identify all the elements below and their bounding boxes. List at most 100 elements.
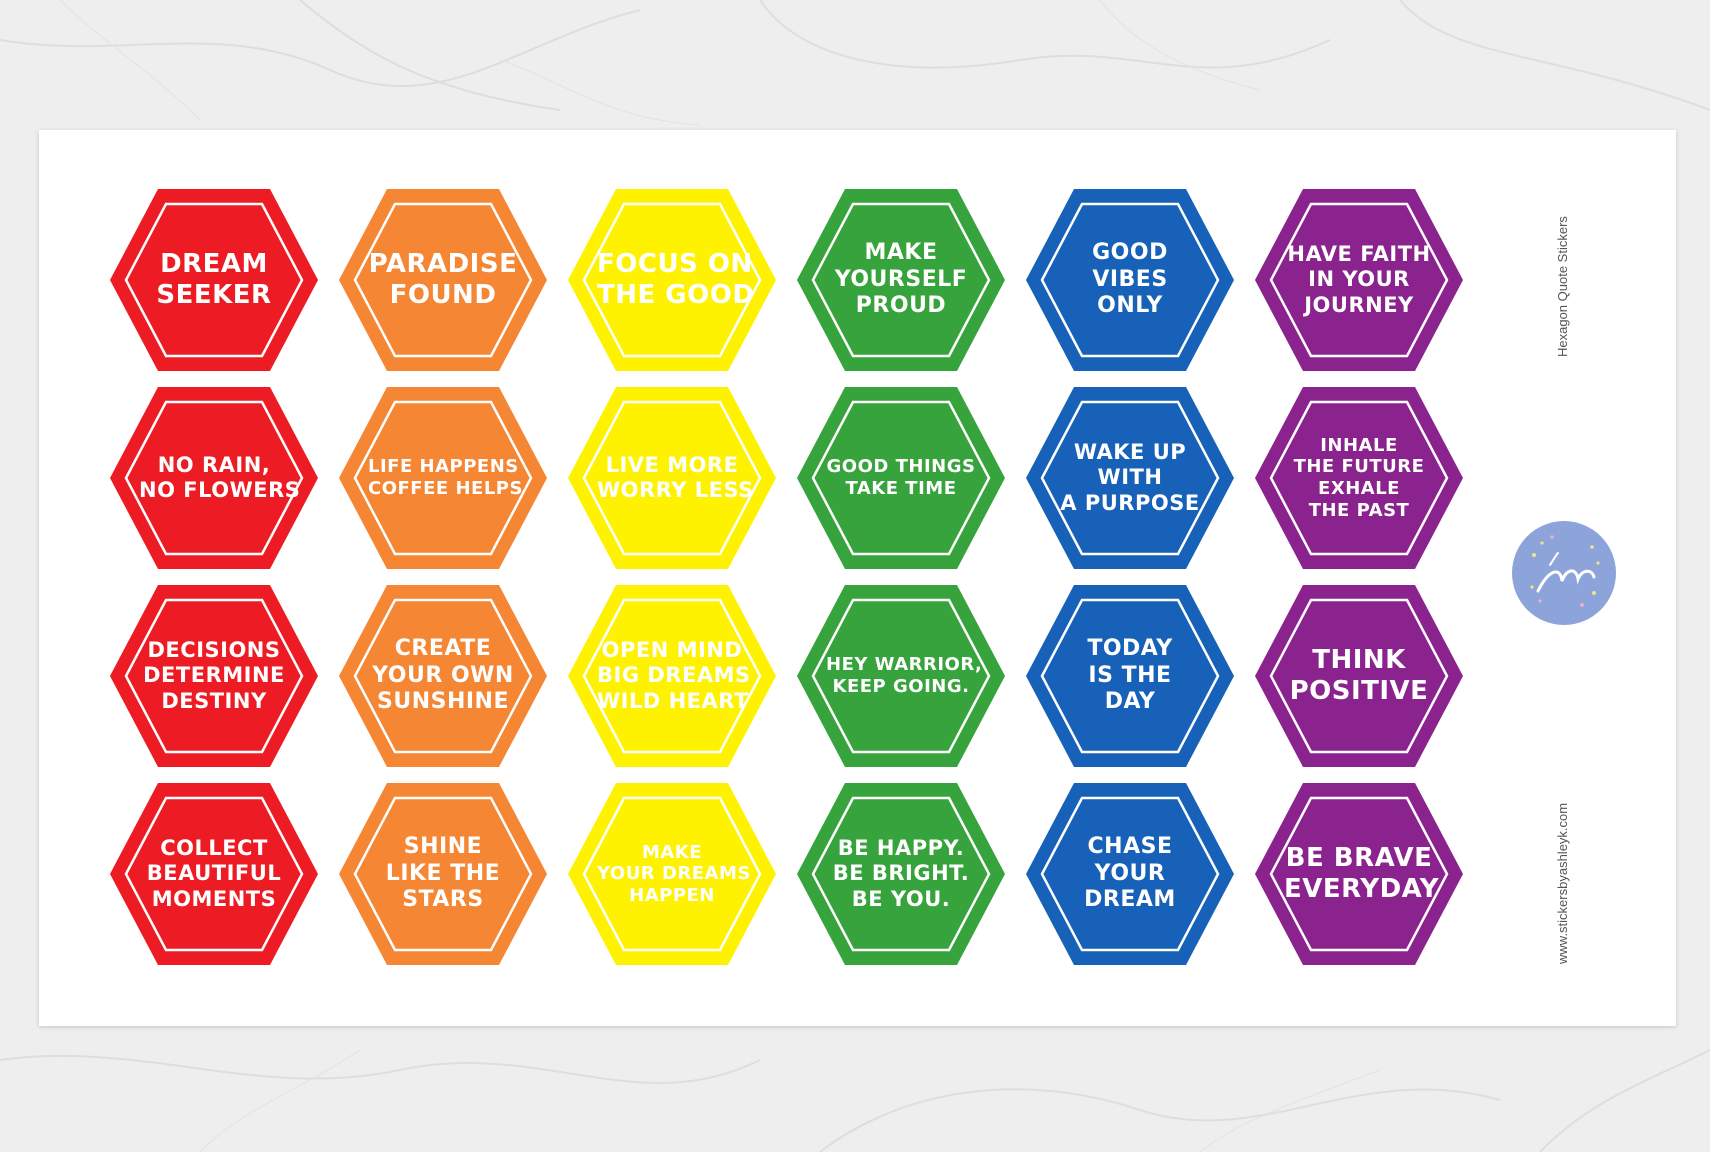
quote-line: NO RAIN, (157, 452, 271, 477)
sheet-title: Hexagon Quote Stickers (1555, 216, 1570, 357)
quote-line: YOUR OWN (372, 662, 514, 688)
sticker-good-vibes-only: GOOD VIBES ONLY (1024, 187, 1236, 373)
quote-line: BE BRAVE (1285, 842, 1433, 873)
quote-line: FOUND (389, 280, 497, 310)
quote-line: YOUR (1094, 860, 1166, 886)
quote-line: LIKE THE (385, 860, 501, 886)
sticker-collect-beautiful-moments: COLLECT BEAUTIFUL MOMENTS (108, 781, 320, 967)
quote-line: BE HAPPY. (837, 836, 965, 861)
quote-line: POSITIVE (1289, 676, 1429, 706)
website-url: www.stickersbyashleyk.com (1555, 802, 1570, 964)
quote-line: SEEKER (156, 280, 272, 310)
sticker-quote: FOCUS ON THE GOOD (597, 248, 755, 311)
quote-line: LIFE HAPPENS (368, 456, 519, 478)
quote-line: BE YOU. (851, 886, 951, 911)
hexagon-shape (568, 387, 776, 569)
quote-line: ONLY (1097, 293, 1163, 319)
quote-line: DREAM (160, 248, 268, 279)
hexagon-shape (568, 783, 776, 965)
quote-line: YOURSELF (834, 266, 968, 292)
sticker-quote: MAKE YOURSELF PROUD (826, 240, 976, 319)
brand-logo (1512, 521, 1616, 625)
sticker-paradise-found: PARADISE FOUND (337, 187, 549, 373)
sticker-be-brave-everyday: BE BRAVE EVERYDAY (1253, 781, 1465, 967)
hexagon-shape (339, 387, 547, 569)
sticker-quote: HAVE FAITH IN YOUR JOURNEY (1284, 242, 1434, 318)
sticker-live-more-worry-less: LIVE MORE WORRY LESS (566, 385, 778, 571)
quote-line: PARADISE (368, 248, 518, 279)
sticker-quote: OPEN MIND BIG DREAMS WILD HEART (597, 638, 750, 714)
quote-line: SHINE (403, 834, 483, 860)
sticker-quote: SHINE LIKE THE STARS (368, 834, 518, 913)
quote-line: DECISIONS (147, 638, 281, 663)
quote-line: NO FLOWERS (139, 478, 301, 502)
quote-line: HAVE FAITH (1287, 242, 1431, 267)
hexagon-shape (1026, 585, 1234, 767)
sticker-life-happens-coffee-helps: LIFE HAPPENS COFFEE HELPS (337, 385, 549, 571)
sticker-open-mind-big-dreams-wild-heart: OPEN MIND BIG DREAMS WILD HEART (566, 583, 778, 769)
sticker-today-is-the-day: TODAY IS THE DAY (1024, 583, 1236, 769)
quote-line: OPEN MIND (601, 638, 743, 663)
quote-line: MAKE (641, 841, 703, 863)
quote-line: FOCUS ON (597, 248, 753, 279)
sticker-create-your-own-sunshine: CREATE YOUR OWN SUNSHINE (337, 583, 549, 769)
quote-line: GOOD THINGS (826, 456, 976, 478)
quote-line: SUNSHINE (376, 689, 509, 715)
sticker-quote: GOOD VIBES ONLY (1055, 240, 1205, 319)
quote-line: DREAM (1084, 887, 1176, 913)
sticker-quote: LIVE MORE WORRY LESS (597, 452, 753, 503)
quote-line: DETERMINE (143, 663, 285, 688)
sticker-quote: THINK POSITIVE (1284, 645, 1434, 707)
hexagon-shape (1026, 189, 1234, 371)
sticker-good-things-take-time: GOOD THINGS TAKE TIME (795, 385, 1007, 571)
hexagon-shape (110, 783, 318, 965)
quote-line: EVERYDAY (1284, 874, 1440, 904)
hexagon-shape (1255, 189, 1463, 371)
hexagon-shape (797, 387, 1005, 569)
sticker-focus-on-the-good: FOCUS ON THE GOOD (566, 187, 778, 373)
quote-line: STARS (402, 887, 484, 913)
sticker-quote: CREATE YOUR OWN SUNSHINE (368, 636, 518, 715)
quote-line: IS THE (1088, 662, 1172, 688)
quote-line: THE FUTURE (1293, 456, 1425, 478)
hexagon-shape (568, 189, 776, 371)
sticker-make-yourself-proud: MAKE YOURSELF PROUD (795, 187, 1007, 373)
quote-line: THE PAST (1308, 499, 1410, 521)
sticker-quote: COLLECT BEAUTIFUL MOMENTS (139, 836, 289, 912)
sticker-dream-seeker: DREAM SEEKER (108, 187, 320, 373)
quote-line: DAY (1104, 689, 1156, 715)
quote-line: CREATE (394, 636, 492, 662)
hexagon-shape (339, 189, 547, 371)
quote-line: DESTINY (161, 688, 267, 713)
quote-line: BEAUTIFUL (146, 861, 282, 886)
sticker-shine-like-the-stars: SHINE LIKE THE STARS (337, 781, 549, 967)
hexagon-shape (1255, 387, 1463, 569)
sticker-quote: GOOD THINGS TAKE TIME (826, 456, 976, 499)
sticker-have-faith-in-your-journey: HAVE FAITH IN YOUR JOURNEY (1253, 187, 1465, 373)
hexagon-shape (568, 585, 776, 767)
quote-line: THE GOOD (597, 280, 755, 310)
quote-line: IN YOUR (1308, 267, 1410, 292)
hexagon-shape (339, 783, 547, 965)
quote-line: GOOD (1092, 240, 1168, 266)
sticker-quote: TODAY IS THE DAY (1055, 636, 1205, 715)
sticker-quote: LIFE HAPPENS COFFEE HELPS (368, 456, 523, 499)
quote-line: EXHALE (1318, 478, 1400, 499)
sticker-decisions-determine-destiny: DECISIONS DETERMINE DESTINY (108, 583, 320, 769)
hexagon-shape (339, 585, 547, 767)
quote-line: HEY WARRIOR, (826, 654, 983, 676)
quote-line: TAKE TIME (845, 478, 957, 499)
hexagon-shape (1255, 585, 1463, 767)
hexagon-shape (1255, 783, 1463, 965)
hexagon-shape (797, 585, 1005, 767)
quote-line: COFFEE HELPS (368, 478, 523, 499)
sticker-quote: CHASE YOUR DREAM (1055, 834, 1205, 913)
sticker-no-rain-no-flowers: NO RAIN, NO FLOWERS (108, 385, 320, 571)
sticker-hey-warrior-keep-going: HEY WARRIOR, KEEP GOING. (795, 583, 1007, 769)
sticker-think-positive: THINK POSITIVE (1253, 583, 1465, 769)
hexagon-shape (797, 189, 1005, 371)
sticker-quote: DECISIONS DETERMINE DESTINY (139, 638, 289, 714)
sticker-quote: HEY WARRIOR, KEEP GOING. (826, 654, 983, 697)
quote-line: LIVE MORE (605, 452, 739, 477)
sticker-quote: PARADISE FOUND (368, 249, 518, 311)
